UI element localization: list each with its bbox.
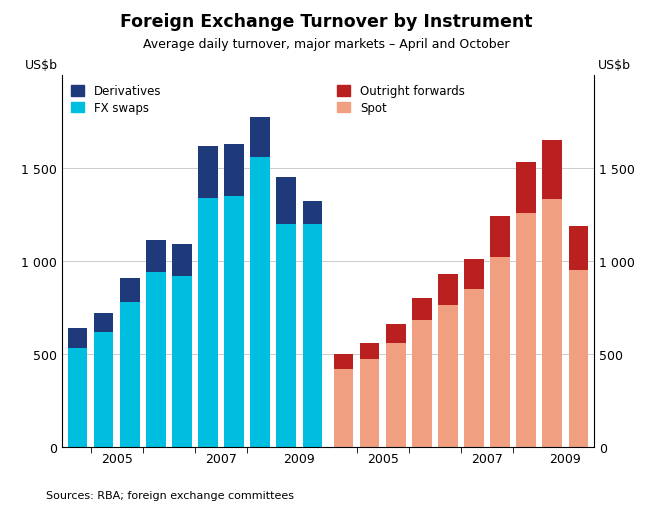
Bar <box>120 302 140 447</box>
Bar <box>250 118 270 158</box>
Bar <box>94 313 113 332</box>
Text: Average daily turnover, major markets – April and October: Average daily turnover, major markets – … <box>143 38 509 51</box>
Bar <box>146 241 166 273</box>
Bar <box>438 306 458 447</box>
Bar <box>146 273 166 447</box>
Text: Foreign Exchange Turnover by Instrument: Foreign Exchange Turnover by Instrument <box>120 13 532 31</box>
Bar <box>386 343 406 447</box>
Bar <box>334 354 353 369</box>
Bar <box>464 260 484 289</box>
Bar <box>542 200 562 447</box>
Bar <box>360 360 379 447</box>
Bar <box>94 332 113 447</box>
Bar <box>464 289 484 447</box>
Bar <box>569 226 588 271</box>
Bar <box>360 343 379 360</box>
Text: Sources: RBA; foreign exchange committees: Sources: RBA; foreign exchange committee… <box>46 490 293 500</box>
Bar <box>303 224 322 447</box>
Bar <box>120 278 140 302</box>
Bar <box>172 276 192 447</box>
Bar <box>303 202 322 224</box>
Bar <box>250 158 270 447</box>
Bar <box>198 146 218 198</box>
Text: US$b: US$b <box>25 59 57 72</box>
Bar <box>516 213 536 447</box>
Legend: Outright forwards, Spot: Outright forwards, Spot <box>334 82 468 118</box>
Bar <box>412 298 432 321</box>
Bar <box>386 324 406 343</box>
Bar <box>224 196 244 447</box>
Bar <box>490 217 510 258</box>
Bar <box>68 328 87 348</box>
Bar <box>569 271 588 447</box>
Bar <box>224 144 244 196</box>
Bar <box>516 163 536 213</box>
Bar <box>198 198 218 447</box>
Bar <box>412 321 432 447</box>
Legend: Derivatives, FX swaps: Derivatives, FX swaps <box>68 82 165 118</box>
Bar <box>542 141 562 200</box>
Bar <box>172 244 192 276</box>
Bar <box>334 369 353 447</box>
Bar <box>438 274 458 306</box>
Bar <box>276 224 296 447</box>
Bar <box>490 258 510 447</box>
Bar <box>276 178 296 224</box>
Bar <box>68 348 87 447</box>
Text: US$b: US$b <box>599 59 631 72</box>
